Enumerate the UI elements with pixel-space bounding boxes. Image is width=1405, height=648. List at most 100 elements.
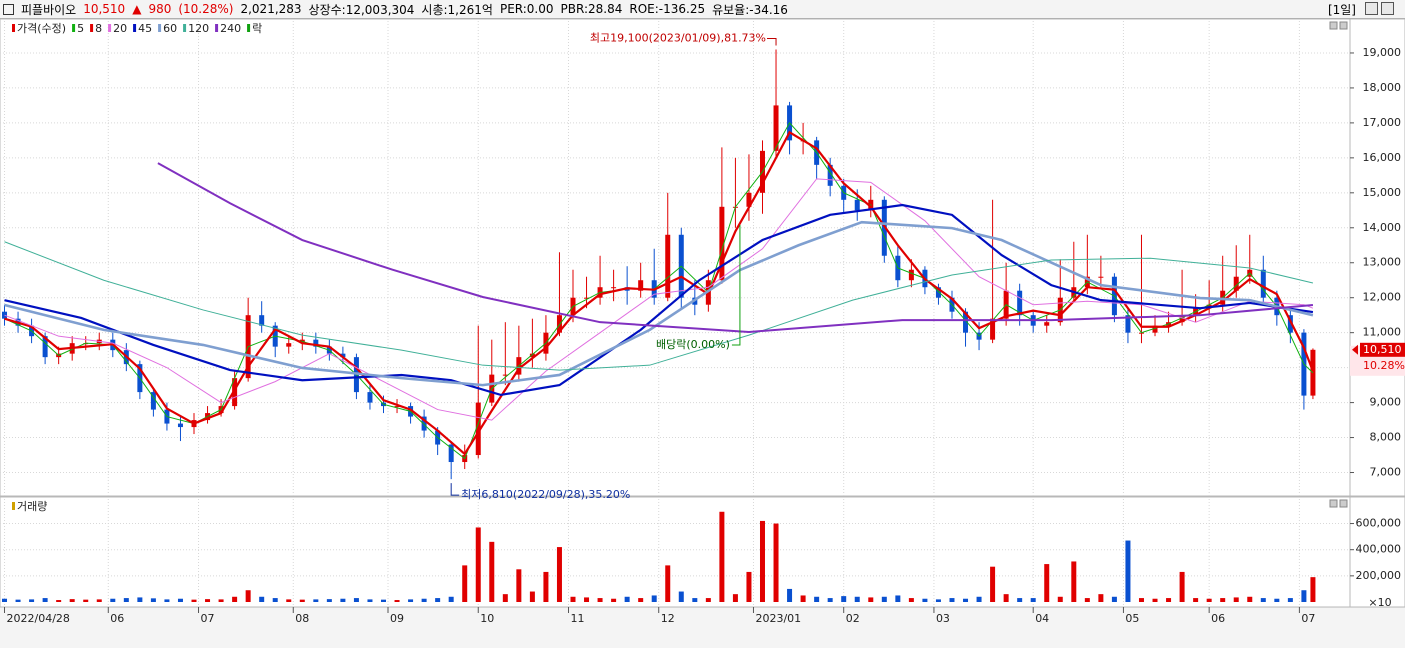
volume-bar bbox=[177, 598, 183, 602]
window-icon[interactable] bbox=[3, 3, 14, 15]
candle-body bbox=[232, 378, 238, 407]
y-tick-label: 17,000 bbox=[1363, 116, 1402, 129]
volume-bar bbox=[1111, 596, 1117, 602]
header-bar: 피플바이오 10,510 ▲ 980 (10.28%) 2,021,283 상장… bbox=[0, 0, 1405, 19]
volume-bar bbox=[313, 599, 319, 602]
volume-bar bbox=[1125, 540, 1131, 602]
volume-bar bbox=[746, 571, 752, 602]
legend-label: 5 bbox=[77, 22, 84, 35]
candle-body bbox=[421, 416, 427, 431]
change-pct: (10.28%) bbox=[178, 2, 234, 16]
volume-bar bbox=[1071, 561, 1077, 602]
candle-body bbox=[1287, 315, 1293, 333]
volume-bar bbox=[448, 596, 454, 602]
candle-body bbox=[665, 234, 671, 298]
volume-bar bbox=[1310, 577, 1316, 602]
volume-bar bbox=[556, 547, 562, 602]
volume-bar bbox=[353, 598, 359, 602]
y-tick-label: 200,000 bbox=[1356, 569, 1402, 582]
candle-body bbox=[556, 315, 562, 333]
volume-bar bbox=[1247, 596, 1253, 602]
ma-line bbox=[4, 241, 1314, 371]
y-tick-label: 19,000 bbox=[1363, 46, 1402, 59]
y-tick-label: 11,000 bbox=[1363, 326, 1402, 339]
last-price-pointer bbox=[1352, 344, 1358, 355]
volume-bar bbox=[611, 598, 617, 602]
volume-bar bbox=[949, 598, 955, 602]
ma-line bbox=[4, 178, 1314, 421]
y-tick-label: 14,000 bbox=[1363, 221, 1402, 234]
volume-bar bbox=[2, 598, 8, 602]
panel-button bbox=[1329, 21, 1338, 30]
candle-body bbox=[854, 199, 860, 211]
y-tick-label: 7,000 bbox=[1370, 466, 1402, 479]
volume-bar bbox=[692, 598, 698, 602]
volume-bar bbox=[150, 598, 156, 602]
grid bbox=[0, 21, 1350, 607]
volume-bar bbox=[1044, 564, 1050, 602]
candle-body bbox=[1125, 315, 1131, 333]
candle-body bbox=[1179, 315, 1185, 323]
volume-bar bbox=[1179, 571, 1185, 602]
y-tick-label: 16,000 bbox=[1363, 151, 1402, 164]
volume-bar bbox=[164, 599, 170, 602]
legend-swatch bbox=[183, 24, 187, 32]
roe: ROE:-136.25 bbox=[629, 2, 706, 16]
volume-bar bbox=[719, 511, 725, 602]
legend-label: 60 bbox=[163, 22, 177, 35]
candle-body bbox=[367, 392, 373, 403]
volume-bar bbox=[1287, 598, 1293, 602]
candle-body bbox=[773, 105, 779, 151]
volume-bar bbox=[638, 598, 644, 602]
candle-body bbox=[1233, 276, 1239, 291]
volume-bar bbox=[83, 599, 89, 602]
market-cap: 시총:1,261억 bbox=[421, 2, 493, 17]
candle-body bbox=[719, 206, 725, 281]
ma-line bbox=[4, 122, 1314, 460]
price: 10,510 bbox=[83, 2, 126, 16]
volume-bar bbox=[597, 598, 603, 602]
candle-body bbox=[935, 287, 941, 298]
period[interactable]: [1일] bbox=[1327, 3, 1356, 17]
volume-bar bbox=[1098, 594, 1104, 602]
panel-button bbox=[1339, 499, 1348, 508]
candle-body bbox=[611, 287, 617, 289]
y-tick-label: 15,000 bbox=[1363, 186, 1402, 199]
ma-line bbox=[4, 203, 1314, 397]
volume-bar bbox=[1084, 598, 1090, 602]
volume-bar bbox=[800, 595, 806, 602]
legend-swatch bbox=[133, 24, 137, 32]
volume-bar bbox=[732, 594, 738, 602]
volume-bar bbox=[56, 600, 62, 602]
volume-bar bbox=[584, 597, 590, 602]
candle-body bbox=[340, 353, 346, 358]
volume-bar bbox=[475, 527, 481, 602]
volume-bar bbox=[1017, 598, 1023, 602]
volume-bar bbox=[1166, 598, 1172, 602]
volume-bar bbox=[881, 596, 887, 602]
legend-label: 45 bbox=[138, 22, 152, 35]
volume-bar bbox=[868, 597, 874, 602]
x-tick-label: 09 bbox=[390, 612, 404, 625]
volume-bar bbox=[908, 598, 914, 602]
volume-bar bbox=[1260, 598, 1266, 602]
close-button[interactable] bbox=[1381, 2, 1394, 15]
x-tick-label: 2022/04/28 bbox=[7, 612, 70, 625]
candle-body bbox=[963, 311, 969, 333]
volume-bar bbox=[543, 571, 549, 602]
dividend-marker bbox=[731, 225, 741, 346]
legend-label: 거래량 bbox=[17, 500, 47, 513]
x-tick-label: 06 bbox=[110, 612, 124, 625]
volume-bar bbox=[773, 523, 779, 602]
candle-body bbox=[150, 392, 156, 410]
candle-body bbox=[394, 406, 400, 408]
candle-body bbox=[313, 339, 319, 347]
high-arrow bbox=[767, 37, 777, 46]
volume-bar bbox=[286, 599, 292, 602]
low-arrow bbox=[450, 483, 460, 496]
stock-name: 피플바이오 bbox=[21, 2, 77, 17]
minimize-button[interactable] bbox=[1365, 2, 1378, 15]
volume-bar bbox=[854, 596, 860, 602]
volume-bar bbox=[69, 599, 75, 602]
